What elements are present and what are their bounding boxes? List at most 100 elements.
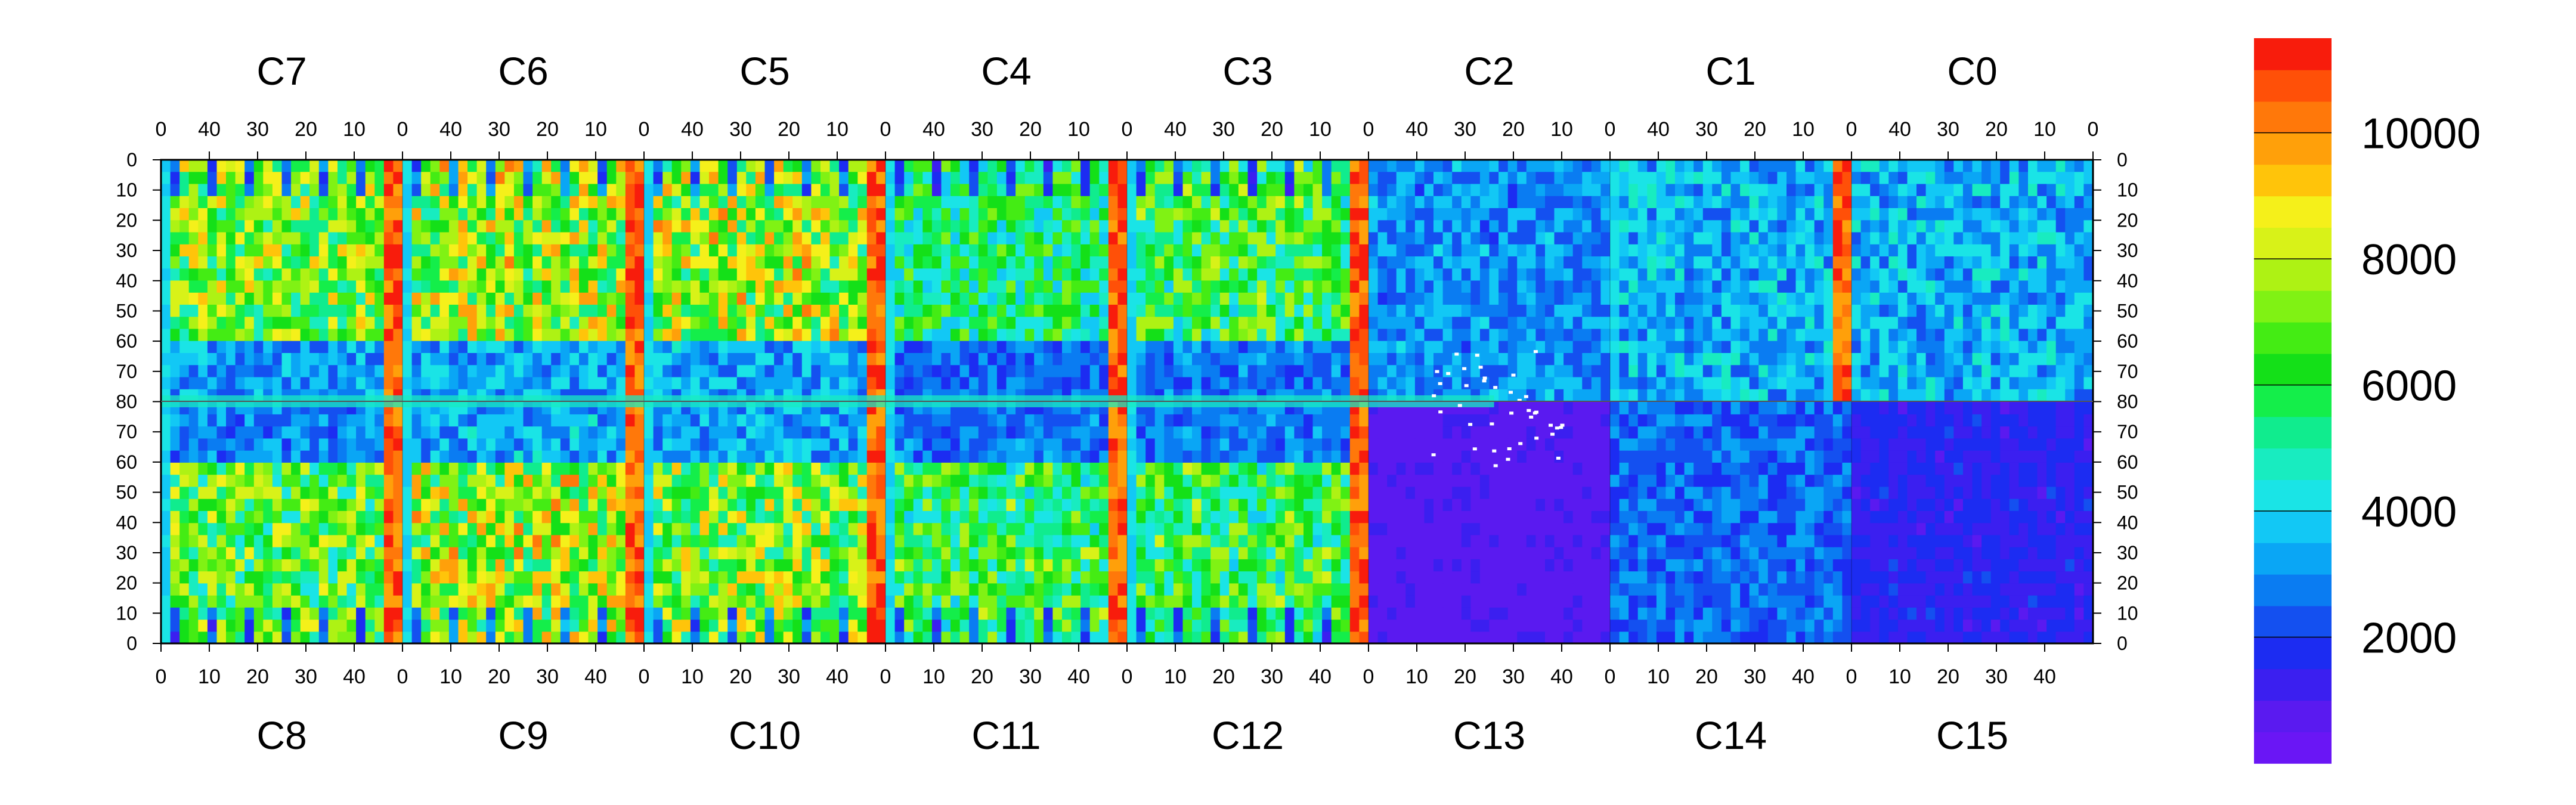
heatmap-cell — [1647, 305, 1657, 317]
heatmap-cell — [1071, 172, 1081, 185]
heatmap-cell — [1071, 317, 1081, 330]
heatmap-cell — [244, 619, 255, 632]
heatmap-cell — [1024, 232, 1035, 245]
heatmap-cell — [1136, 220, 1146, 233]
heatmap-cell — [801, 340, 812, 354]
heatmap-cell — [857, 184, 868, 197]
heatmap-cell — [1610, 389, 1620, 402]
heatmap-cell — [263, 208, 273, 221]
heatmap-cell — [1795, 220, 1806, 233]
heatmap-cell — [718, 365, 728, 378]
heatmap-cell — [848, 220, 858, 233]
heatmap-cell — [1526, 268, 1536, 281]
heatmap-cell — [1665, 365, 1676, 378]
heatmap-cell — [1479, 340, 1490, 354]
heatmap-cell — [727, 317, 738, 330]
heatmap-cell — [978, 172, 988, 185]
heatmap-cell — [1730, 305, 1741, 317]
heatmap-cell — [448, 365, 459, 378]
heatmap-cell — [541, 353, 552, 366]
heatmap-cell — [300, 329, 310, 342]
heatmap-cell — [1860, 292, 1871, 305]
heatmap-cell — [291, 160, 301, 172]
heatmap-cell — [597, 607, 608, 620]
heatmap-cell — [588, 583, 598, 596]
heatmap-cell — [662, 340, 673, 354]
heatmap-cell — [690, 377, 701, 390]
heatmap-cell — [904, 353, 914, 366]
heatmap-cell — [606, 340, 617, 354]
heatmap-cell — [1619, 196, 1629, 209]
heatmap-cell — [1675, 232, 1685, 245]
heatmap-cell — [922, 256, 933, 269]
heatmap-cell — [821, 305, 831, 317]
heatmap-cell — [1916, 172, 1927, 185]
heatmap-cell — [1470, 208, 1481, 221]
heatmap-cell — [383, 631, 394, 644]
heatmap-cell — [365, 365, 375, 378]
heatmap-cell — [300, 462, 310, 475]
heatmap-cell — [291, 583, 301, 596]
heatmap-cell — [1572, 268, 1583, 281]
heatmap-cell — [1052, 280, 1063, 293]
heatmap-cell — [1972, 305, 1982, 317]
heatmap-cell — [1814, 365, 1824, 378]
heatmap-cell — [606, 522, 617, 535]
heatmap-cell — [504, 340, 515, 354]
heatmap-cell — [1498, 329, 1509, 342]
heatmap-cell — [1787, 160, 1797, 172]
heatmap-cell — [263, 220, 273, 233]
heatmap-cell — [625, 244, 635, 257]
heatmap-cell — [1953, 172, 1964, 185]
heatmap-cell — [383, 619, 394, 632]
heatmap-cell — [1526, 317, 1536, 330]
heatmap-cell — [560, 340, 570, 354]
heatmap-cell — [1675, 317, 1685, 330]
heatmap-cell — [244, 462, 255, 475]
heatmap-cell — [523, 340, 533, 354]
heatmap-cell — [448, 317, 459, 330]
heatmap-cell — [2074, 220, 2084, 233]
heatmap-cell — [1340, 329, 1351, 342]
heatmap-cell — [1349, 196, 1360, 209]
heatmap-cell — [281, 571, 292, 584]
heatmap-cell — [1145, 208, 1156, 221]
heatmap-cell — [430, 292, 440, 305]
heatmap-cell — [2065, 256, 2075, 269]
heatmap-cell — [1953, 317, 1964, 330]
heatmap-cell — [1498, 377, 1509, 390]
heatmap-cell — [709, 232, 719, 245]
heatmap-cell — [541, 184, 552, 197]
heatmap-cell — [1554, 329, 1564, 342]
heatmap-cell — [1702, 365, 1713, 378]
heatmap-cell — [941, 305, 951, 317]
heatmap-cell — [978, 268, 988, 281]
heatmap-cell — [727, 292, 738, 305]
heatmap-cell — [774, 305, 784, 317]
heatmap-cell — [1572, 172, 1583, 185]
heatmap-cell — [959, 340, 970, 354]
heatmap-cell — [439, 377, 450, 390]
heatmap-cell — [1767, 268, 1778, 281]
heatmap-cell — [383, 486, 394, 499]
heatmap-cell — [894, 172, 905, 185]
heatmap-cell — [328, 353, 338, 366]
heatmap-cell — [393, 583, 403, 596]
heatmap-cell — [253, 583, 264, 596]
heatmap-cell — [1275, 377, 1286, 390]
heatmap-cell — [588, 208, 598, 221]
heatmap-cell — [1117, 268, 1128, 281]
heatmap-cell — [681, 172, 691, 185]
heatmap-cell — [1080, 220, 1091, 233]
heatmap-cell — [764, 340, 775, 354]
heatmap-cell — [504, 232, 515, 245]
heatmap-cell — [383, 559, 394, 572]
heatmap-cell — [1127, 172, 1137, 185]
heatmap-cell — [1071, 256, 1081, 269]
heatmap-cell — [226, 534, 236, 547]
heatmap-cell — [1758, 208, 1769, 221]
heatmap-cell — [1173, 353, 1184, 366]
heatmap-cell — [356, 268, 366, 281]
heatmap-cell — [1740, 340, 1750, 354]
heatmap-cell — [1015, 184, 1026, 197]
